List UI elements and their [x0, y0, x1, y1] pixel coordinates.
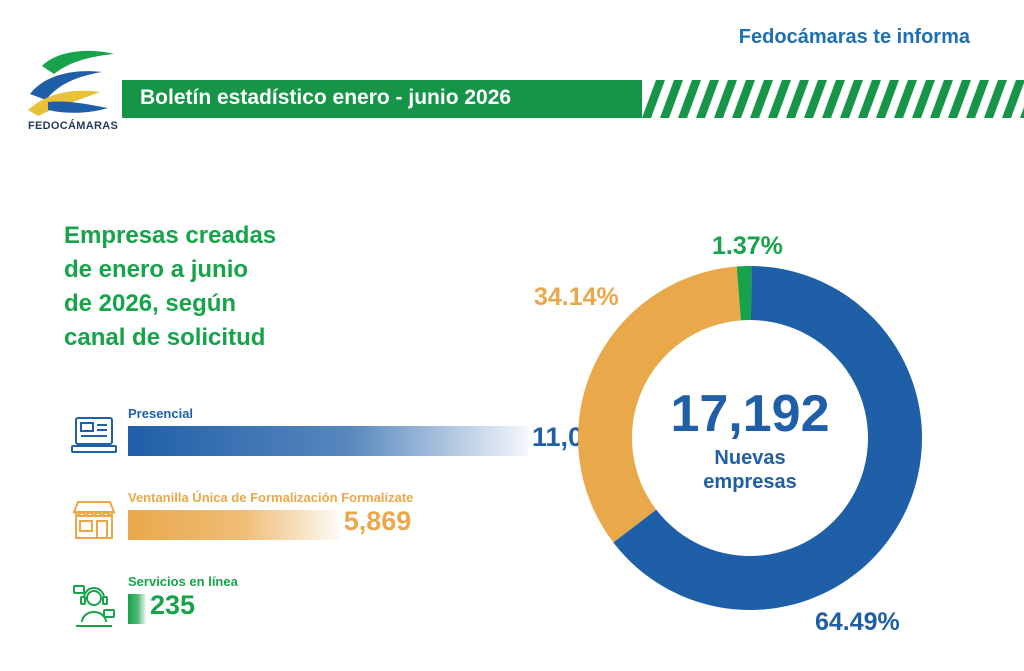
- donut-slice-servicios-en-linea: [736, 266, 752, 321]
- banner-stripe: [696, 80, 719, 118]
- bar-fill: [128, 594, 146, 624]
- fedocamaras-logo: FEDOCÁMARAS: [24, 48, 120, 138]
- banner-stripe: [984, 80, 1007, 118]
- banner-stripe: [660, 80, 683, 118]
- donut-pct-presencial: 64.49%: [815, 608, 900, 636]
- banner-stripe: [1002, 80, 1024, 118]
- banner-stripe: [642, 80, 665, 118]
- banner-title: Boletín estadístico enero - junio 2026: [140, 86, 512, 109]
- banner-stripe: [750, 80, 773, 118]
- donut-slice-presencial: [613, 266, 922, 610]
- donut-pct-formalizate: 34.14%: [534, 283, 619, 311]
- banner-stripe: [840, 80, 863, 118]
- banner-stripe: [678, 80, 701, 118]
- bar-fill: [128, 426, 528, 456]
- banner-stripe: [966, 80, 989, 118]
- chart-title: Empresas creadas de enero a junio de 202…: [64, 222, 277, 351]
- bar-row-servicios-en-linea: Servicios en línea 235: [70, 574, 590, 644]
- bar-label-presencial: Presencial: [128, 406, 194, 421]
- title-banner: Boletín estadístico enero - junio 2026: [122, 80, 1024, 118]
- bar-fill: [128, 510, 340, 540]
- logo-wordmark: FEDOCÁMARAS: [28, 120, 119, 132]
- donut-center-label: Nuevas empresas: [703, 447, 797, 493]
- donut-slice-formalizate: [578, 266, 741, 543]
- bar-row-formalizate: Ventanilla Única de Formalización Formal…: [70, 490, 590, 560]
- donut-chart: [578, 266, 922, 610]
- banner-solid: [122, 80, 642, 118]
- bar-label-formalizate: Ventanilla Única de Formalización Formal…: [128, 490, 414, 505]
- donut-center-total: 17,192: [670, 385, 830, 443]
- banner-stripe: [822, 80, 845, 118]
- bar-presencial: [128, 426, 528, 456]
- banner-stripe: [894, 80, 917, 118]
- bar-servicios-en-linea: [128, 594, 146, 624]
- banner-stripe: [786, 80, 809, 118]
- online-support-icon: [73, 585, 115, 627]
- bar-row-presencial: Presencial 11,088: [70, 406, 613, 476]
- bar-value-formalizate: 5,869: [343, 506, 412, 536]
- banner-stripe: [732, 80, 755, 118]
- banner-stripe: [714, 80, 737, 118]
- banner-stripes: [122, 80, 1024, 118]
- banner-stripe: [930, 80, 953, 118]
- banner-stripe: [858, 80, 881, 118]
- banner-stripe: [876, 80, 899, 118]
- bar-formalizate: [128, 510, 340, 540]
- fedocamaras-logo-mark-icon: [28, 50, 114, 116]
- banner-stripe: [912, 80, 935, 118]
- header-tagline: Fedocámaras te informa: [738, 26, 970, 48]
- computer-desk-icon: [71, 417, 117, 453]
- bar-value-servicios-en-linea: 235: [150, 590, 196, 620]
- banner-stripe: [768, 80, 791, 118]
- bar-label-servicios-en-linea: Servicios en línea: [128, 574, 238, 589]
- storefront-icon: [72, 501, 116, 539]
- banner-stripe: [804, 80, 827, 118]
- banner-stripe: [948, 80, 971, 118]
- donut-pct-servicios-en-linea: 1.37%: [712, 232, 783, 260]
